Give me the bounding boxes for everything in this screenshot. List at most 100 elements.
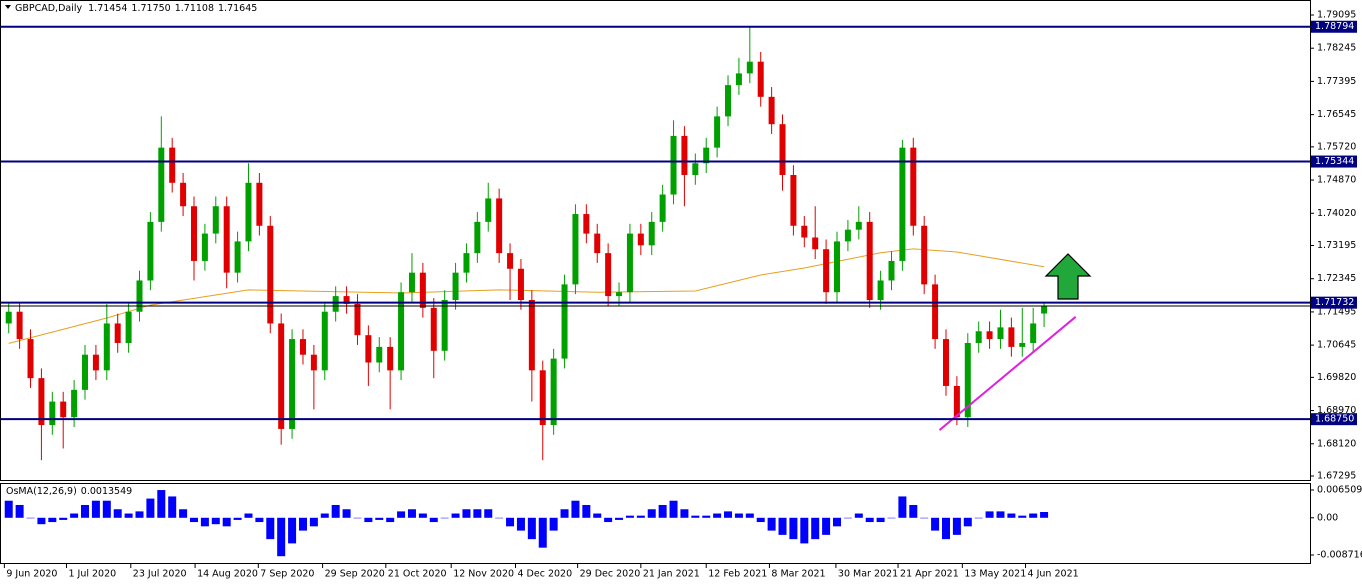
candle-body [834, 241, 841, 293]
candle-body [594, 233, 601, 254]
symbol-menu-icon [5, 5, 11, 9]
candle-body [790, 174, 797, 226]
candle-body [92, 354, 99, 371]
axes: 1.79095 1.78245 1.77395 1.76545 1.75720 1.748… [3, 9, 1362, 580]
candle-body [1030, 323, 1037, 343]
candle-body [823, 249, 830, 293]
osma-bar [778, 517, 787, 535]
osma-bar [931, 517, 940, 531]
candle-body [71, 389, 78, 418]
candle-body [692, 163, 699, 175]
osma-bar [887, 517, 896, 519]
candle-body [725, 85, 732, 117]
candle-body [746, 61, 753, 74]
candle-body [866, 221, 873, 301]
level-label-box [1311, 296, 1357, 309]
osma-bar [266, 517, 275, 540]
candle-body [659, 194, 666, 222]
level-label: 1.71732 [1315, 297, 1354, 308]
candle-body [561, 284, 568, 359]
candle-body [114, 323, 121, 343]
candle-body [626, 233, 633, 293]
candle-body [38, 378, 45, 426]
osma-bar [811, 517, 820, 540]
candle-body [670, 135, 677, 195]
osma-bar [756, 517, 765, 523]
osma-bar [996, 511, 1005, 518]
osma-bar [800, 517, 809, 544]
osma-bar [364, 517, 373, 523]
osma-bar [320, 513, 329, 518]
osma-bar [582, 504, 591, 518]
osma-bar [876, 517, 885, 523]
y-tick-label: 1.75720 [1317, 141, 1356, 152]
candle-body [245, 182, 252, 242]
candle-body [158, 147, 165, 222]
osma-bar [342, 509, 351, 518]
y-tick-label: 1.71495 [1317, 306, 1356, 317]
osma-bar [789, 517, 798, 540]
osma-bar [1018, 515, 1027, 518]
y-tick-label: 1.67295 [1317, 471, 1356, 482]
y-tick-label: 1.68970 [1317, 405, 1356, 416]
osma-bar [59, 517, 68, 520]
candle-body [801, 225, 808, 238]
y-tick-label: 1.78245 [1317, 43, 1356, 54]
osma-bar [734, 513, 743, 518]
osma-bar [909, 504, 918, 518]
candle-body [474, 221, 481, 254]
main-panel-frame [0, 0, 1311, 481]
osma-bar [211, 517, 220, 525]
x-tick-label: 9 Jun 2020 [6, 569, 57, 580]
indicator-last-value: 0.0013549 [81, 486, 132, 497]
osma-bar [920, 517, 929, 519]
candle-body [899, 147, 906, 261]
osma-bar [822, 517, 831, 535]
osma-bar [113, 509, 122, 518]
chart-header: GBPCAD,Daily 1.71454 1.71750 1.71108 1.71645 [15, 3, 257, 14]
y-tick-label: 1.76545 [1317, 109, 1356, 120]
osma-bar [168, 496, 177, 518]
osma-bar [647, 509, 656, 518]
candle-body [125, 311, 132, 343]
candle-body [267, 225, 274, 324]
osma-bar [952, 517, 961, 535]
candle-body [986, 331, 993, 340]
y-tick-label: 1.74870 [1317, 175, 1356, 186]
y-tick-label: 1.73195 [1317, 240, 1356, 251]
candle-body [463, 253, 470, 273]
x-tick-label: 13 May 2021 [964, 569, 1026, 580]
osma-bar [691, 515, 700, 518]
osma-bar [833, 517, 842, 527]
y-tick-label: 1.70645 [1317, 340, 1356, 351]
candle-body [550, 358, 557, 426]
x-tick-label: 4 Dec 2020 [517, 569, 572, 580]
candle-body [953, 385, 960, 418]
osma-bar [451, 513, 460, 518]
osma-bar [854, 513, 863, 518]
candle-body [201, 233, 208, 261]
osma-bar [70, 513, 79, 518]
candle-body [212, 206, 219, 234]
candle-body [964, 342, 971, 418]
osma-bar [429, 517, 438, 523]
osma-bar [200, 517, 209, 527]
candle-body [1019, 342, 1026, 347]
osma-bar [1007, 513, 1016, 518]
level-label-box [1311, 155, 1357, 168]
osma-bar [124, 513, 133, 518]
indicator-y-tick-label: 0.00 [1317, 512, 1338, 523]
osma-bar [81, 504, 90, 518]
candle-body [888, 260, 895, 281]
osma-bar [277, 517, 286, 557]
indicator-y-tick-label: -0.008716 [1317, 549, 1362, 560]
candle-body [365, 335, 372, 363]
x-tick-label: 21 Apr 2021 [900, 569, 959, 580]
osma-bar [865, 517, 874, 523]
osma-bar [615, 517, 624, 520]
osma-bar [135, 511, 144, 518]
level-label: 1.75344 [1315, 156, 1354, 167]
x-tick-label: 29 Dec 2020 [580, 569, 641, 580]
header-open: 1.71454 [88, 3, 127, 14]
candle-body [234, 241, 241, 273]
